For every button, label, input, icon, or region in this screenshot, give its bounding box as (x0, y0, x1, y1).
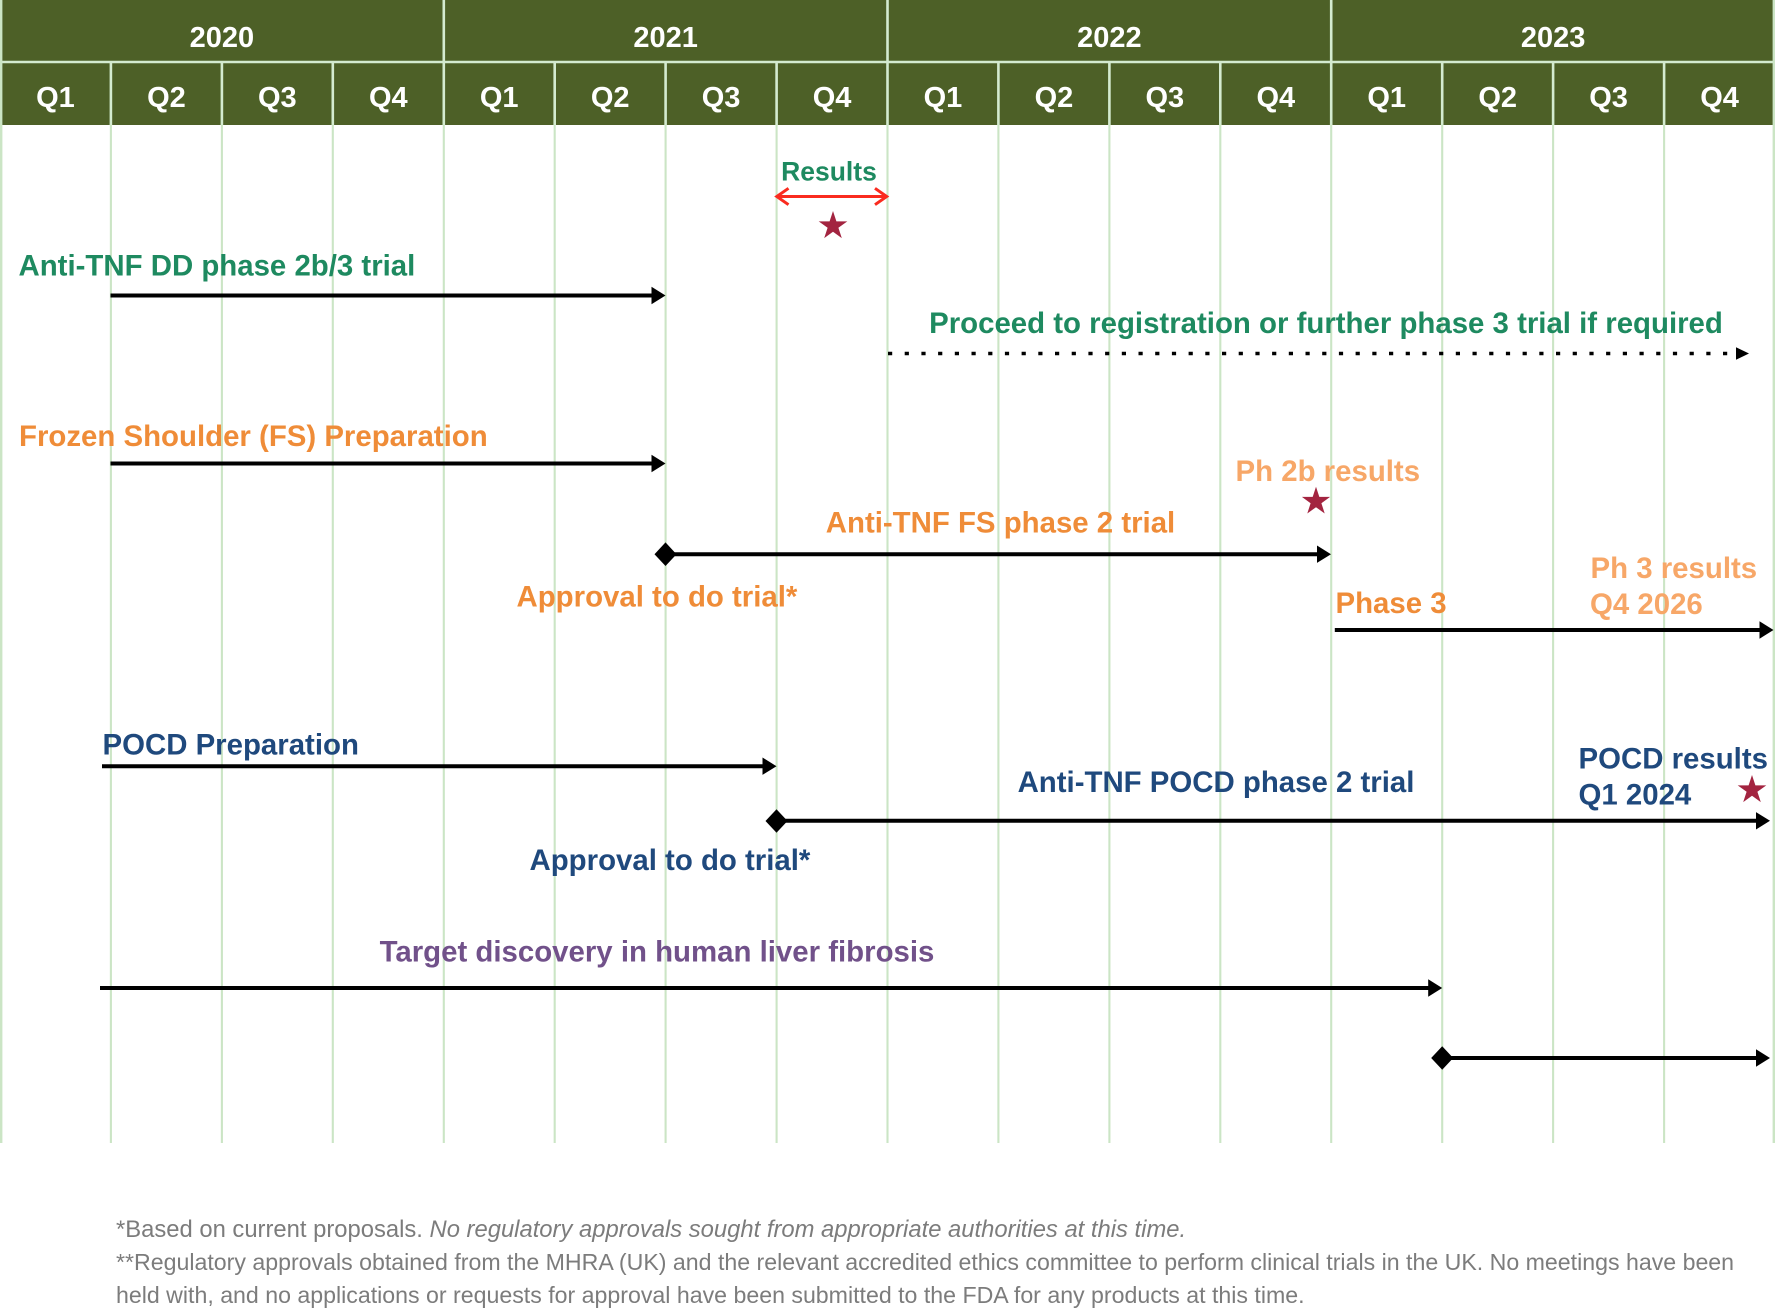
svg-text:Approval to do trial*: Approval to do trial* (530, 844, 811, 877)
svg-text:Q3: Q3 (702, 82, 741, 114)
svg-text:Frozen Shoulder (FS) Preparati: Frozen Shoulder (FS) Preparation (19, 420, 488, 453)
svg-text:Q2: Q2 (591, 82, 630, 114)
svg-text:Approval to do trial*: Approval to do trial* (517, 581, 798, 614)
svg-text:Q4: Q4 (369, 82, 408, 114)
svg-text:Q4: Q4 (813, 82, 852, 114)
svg-text:Q1: Q1 (924, 82, 963, 114)
svg-text:Target discovery in human live: Target discovery in human liver fibrosis (380, 936, 935, 969)
svg-text:**Regulatory approvals obtaine: **Regulatory approvals obtained from the… (116, 1249, 1734, 1275)
svg-text:2021: 2021 (633, 22, 698, 54)
svg-text:*Based on current proposals. N: *Based on current proposals. No regulato… (116, 1216, 1186, 1243)
svg-text:held with, and no applications: held with, and no applications or reques… (116, 1282, 1305, 1308)
svg-text:Ph 2b results: Ph 2b results (1236, 455, 1421, 488)
svg-text:POCD Preparation: POCD Preparation (103, 729, 359, 762)
svg-text:Phase 3: Phase 3 (1336, 587, 1447, 620)
svg-text:Anti-TNF DD phase 2b/3 trial: Anti-TNF DD phase 2b/3 trial (19, 250, 416, 283)
svg-text:Q1: Q1 (480, 82, 519, 114)
svg-text:Q1: Q1 (1367, 82, 1406, 114)
svg-text:Q4: Q4 (1700, 82, 1739, 114)
svg-text:Results: Results (781, 157, 877, 187)
svg-text:2023: 2023 (1521, 22, 1586, 54)
svg-text:Q4 2026: Q4 2026 (1590, 588, 1703, 621)
svg-text:Q1: Q1 (36, 82, 75, 114)
svg-text:Q2: Q2 (1035, 82, 1074, 114)
svg-text:Q1 2024: Q1 2024 (1579, 779, 1692, 812)
svg-text:Anti-TNF FS phase 2 trial: Anti-TNF FS phase 2 trial (826, 507, 1175, 540)
svg-text:Q3: Q3 (1589, 82, 1628, 114)
svg-text:Ph 3 results: Ph 3 results (1591, 552, 1758, 585)
svg-text:Anti-TNF POCD phase 2 trial: Anti-TNF POCD phase 2 trial (1018, 766, 1415, 799)
svg-text:Q4: Q4 (1256, 82, 1295, 114)
svg-text:Q2: Q2 (1478, 82, 1517, 114)
svg-text:Q2: Q2 (147, 82, 186, 114)
svg-text:Proceed to registration or fur: Proceed to registration or further phase… (929, 307, 1723, 340)
svg-text:POCD results: POCD results (1579, 743, 1768, 776)
svg-text:2022: 2022 (1077, 22, 1142, 54)
svg-text:Q3: Q3 (1146, 82, 1185, 114)
svg-text:Q3: Q3 (258, 82, 297, 114)
svg-text:2020: 2020 (190, 22, 255, 54)
